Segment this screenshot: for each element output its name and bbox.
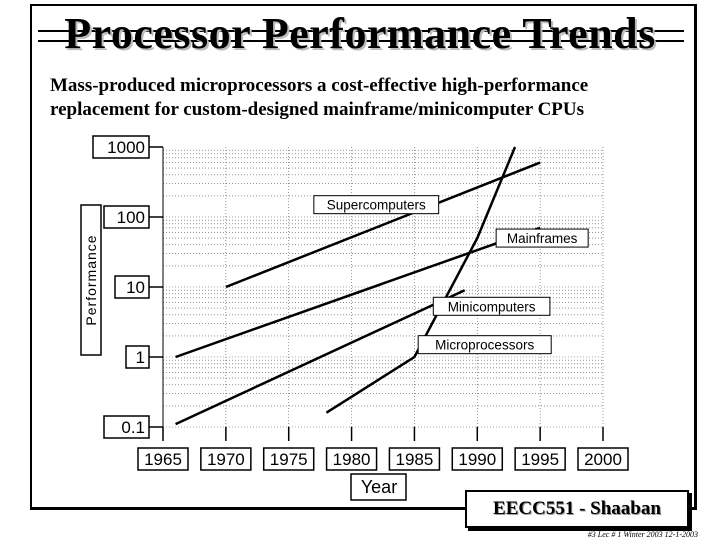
series-label-supercomputers: Supercomputers xyxy=(327,198,426,213)
y-tick-box xyxy=(125,345,150,369)
series-label-microprocessors: Microprocessors xyxy=(435,338,534,353)
x-tick-box xyxy=(137,447,189,471)
slide-frame xyxy=(30,4,697,510)
y-tick-box xyxy=(114,275,150,299)
y-tick-label: 10 xyxy=(126,278,145,297)
x-tick-label: 1990 xyxy=(458,450,496,469)
x-tick-box xyxy=(451,447,504,471)
y-tick-label: 1 xyxy=(136,348,145,367)
x-tick-label: 1985 xyxy=(396,450,434,469)
x-tick-box xyxy=(325,447,378,471)
y-axis-label-box xyxy=(80,204,102,356)
y-tick-label: 0.1 xyxy=(121,418,145,437)
series-label-box-supercomputers xyxy=(313,195,440,215)
x-tick-label: 2000 xyxy=(584,450,622,469)
y-tick-label: 100 xyxy=(117,208,145,227)
footer-note: #3 Lec # 1 Winter 2003 12-1-2003 xyxy=(587,530,698,539)
x-tick-label: 1965 xyxy=(144,450,182,469)
series-label-box-microprocessors xyxy=(417,335,552,355)
subtitle-line-2: replacement for custom-designed mainfram… xyxy=(50,99,585,120)
y-tick-box xyxy=(103,205,150,229)
series-line-mainframes xyxy=(175,226,541,359)
series-line-supercomputers xyxy=(225,161,541,289)
x-axis-label: Year xyxy=(361,477,397,497)
y-tick-box xyxy=(92,135,150,159)
x-tick-label: 1980 xyxy=(333,450,371,469)
title-line-top xyxy=(38,30,684,32)
x-tick-label: 1970 xyxy=(207,450,245,469)
series-labels: Supercomputers Mainframes Minicomputers Mic… xyxy=(313,195,589,355)
x-tick-box xyxy=(262,447,315,471)
y-tick-label: 1000 xyxy=(107,138,145,157)
x-tick-label: 1975 xyxy=(270,450,308,469)
title-line-bottom xyxy=(38,40,684,42)
y-tick-box xyxy=(103,415,150,439)
slide-title: Processor Performance Trends xyxy=(64,9,656,58)
series-label-minicomputers: Minicomputers xyxy=(448,299,536,314)
x-axis-label-box xyxy=(350,473,407,501)
slide-subtitle: Mass-produced microprocessors a cost-eff… xyxy=(50,74,588,122)
x-tick-box xyxy=(577,447,629,471)
series-line-minicomputers xyxy=(175,289,466,426)
series-line-microprocessors xyxy=(325,146,517,414)
axes: 1000 100 10 1 0.1 1965 1970 1975 1980 1985 1990 199… xyxy=(80,135,629,501)
x-tick-box xyxy=(388,447,441,471)
footer-course-box: EECC551 - Shaaban xyxy=(465,490,689,528)
series-label-mainframes: Mainframes xyxy=(507,231,578,246)
footer-course-label: EECC551 - Shaaban xyxy=(493,498,661,519)
x-tick-box xyxy=(514,447,566,471)
x-tick-box xyxy=(200,447,252,471)
series-label-box-mainframes xyxy=(495,228,589,248)
series-label-box-minicomputers xyxy=(432,296,551,316)
subtitle-line-1: Mass-produced microprocessors a cost-eff… xyxy=(50,75,589,96)
x-tick-label: 1995 xyxy=(521,450,559,469)
series-lines xyxy=(175,146,541,426)
y-axis-label: Performance xyxy=(83,234,99,325)
